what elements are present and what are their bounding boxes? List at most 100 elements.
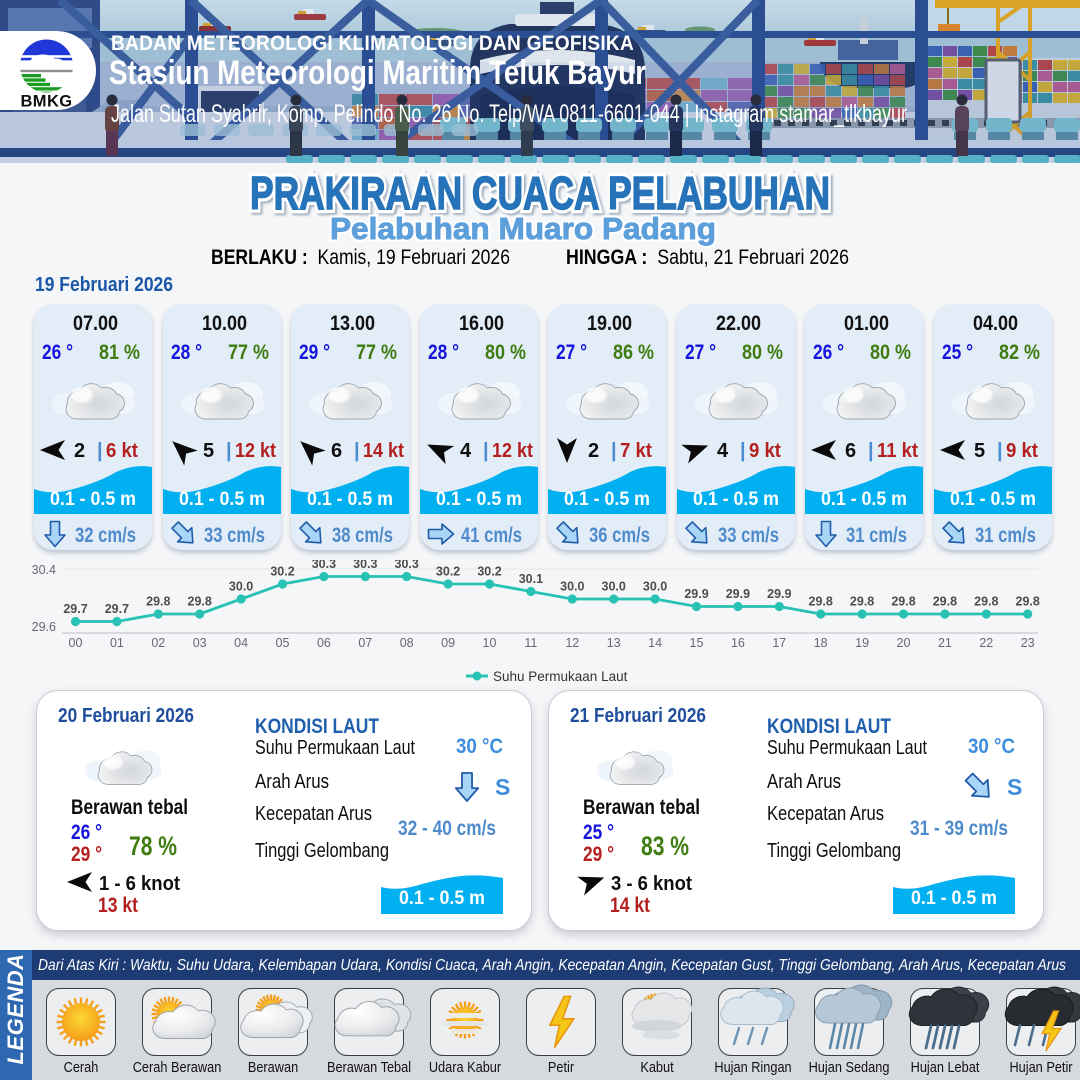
svg-text:Pelabuhan Muaro Padang: Pelabuhan Muaro Padang [330, 212, 716, 246]
svg-text:6 kt: 6 kt [106, 440, 138, 462]
svg-text:30.3: 30.3 [395, 560, 419, 571]
svg-text:29.9: 29.9 [767, 587, 791, 601]
svg-text:30.3: 30.3 [312, 560, 336, 571]
svg-text:|: | [354, 440, 360, 462]
svg-text:6: 6 [331, 440, 342, 462]
svg-text:30.0: 30.0 [560, 580, 584, 594]
svg-text:0.1 - 0.5 m: 0.1 - 0.5 m [436, 489, 522, 510]
svg-text:12: 12 [565, 636, 579, 650]
svg-text:16: 16 [731, 636, 745, 650]
svg-text:12 kt: 12 kt [492, 440, 533, 462]
svg-text:22: 22 [979, 636, 993, 650]
svg-text:0.1 - 0.5 m: 0.1 - 0.5 m [179, 489, 265, 510]
svg-text:4: 4 [717, 440, 729, 462]
svg-text:BMKG: BMKG [20, 93, 72, 111]
svg-text:07: 07 [358, 636, 372, 650]
svg-text:9 kt: 9 kt [749, 440, 781, 462]
svg-text:30.4: 30.4 [32, 563, 56, 577]
svg-text:18: 18 [814, 636, 828, 650]
svg-text:|: | [97, 440, 103, 462]
svg-text:PRAKIRAAN CUACA PELABUHAN: PRAKIRAAN CUACA PELABUHAN [250, 167, 830, 219]
svg-text:29.8: 29.8 [809, 595, 833, 609]
svg-text:0.1 - 0.5 m: 0.1 - 0.5 m [50, 489, 136, 510]
svg-text:15: 15 [690, 636, 704, 650]
svg-text:3 - 6 knot: 3 - 6 knot [611, 873, 692, 895]
svg-text:19: 19 [855, 636, 869, 650]
svg-text:4: 4 [460, 440, 472, 462]
svg-text:29.9: 29.9 [726, 587, 750, 601]
svg-text:23: 23 [1021, 636, 1035, 650]
svg-text:14 kt: 14 kt [363, 440, 404, 462]
svg-text:41 cm/s: 41 cm/s [461, 524, 522, 547]
svg-text:Suhu Permukaan Laut: Suhu Permukaan Laut [493, 669, 628, 684]
svg-text:03: 03 [193, 636, 207, 650]
svg-text:32 cm/s: 32 cm/s [75, 524, 136, 547]
svg-text:29.8: 29.8 [974, 595, 998, 609]
svg-text:29.9: 29.9 [684, 587, 708, 601]
svg-text:30.0: 30.0 [229, 580, 253, 594]
svg-text:0.1 - 0.5 m: 0.1 - 0.5 m [693, 489, 779, 510]
svg-text:30.0: 30.0 [643, 580, 667, 594]
svg-text:04: 04 [234, 636, 248, 650]
svg-text:5: 5 [203, 440, 214, 462]
svg-text:29.8: 29.8 [850, 595, 874, 609]
svg-text:06: 06 [317, 636, 331, 650]
svg-text:5: 5 [974, 440, 985, 462]
svg-text:PRAKIRAAN CUACA PELABUHAN: PRAKIRAAN CUACA PELABUHAN [250, 167, 830, 219]
svg-text:2: 2 [588, 440, 599, 462]
svg-text:21: 21 [938, 636, 952, 650]
svg-text:30.3: 30.3 [353, 560, 377, 571]
svg-text:6: 6 [845, 440, 856, 462]
svg-text:31 cm/s: 31 cm/s [975, 524, 1036, 547]
svg-text:29.8: 29.8 [891, 595, 915, 609]
svg-text:29.8: 29.8 [1016, 595, 1040, 609]
svg-text:|: | [868, 440, 874, 462]
svg-text:12 kt: 12 kt [235, 440, 276, 462]
svg-text:30.0: 30.0 [602, 580, 626, 594]
svg-text:0.1 - 0.5 m: 0.1 - 0.5 m [307, 489, 393, 510]
svg-text:|: | [611, 440, 617, 462]
svg-text:0.1 - 0.5 m: 0.1 - 0.5 m [564, 489, 650, 510]
svg-text:2: 2 [74, 440, 85, 462]
svg-text:|: | [997, 440, 1003, 462]
svg-text:05: 05 [276, 636, 290, 650]
svg-text:30.1: 30.1 [519, 572, 543, 586]
svg-text:30.2: 30.2 [270, 565, 294, 579]
svg-text:17: 17 [772, 636, 786, 650]
svg-text:|: | [226, 440, 232, 462]
svg-text:Pelabuhan Muaro Padang: Pelabuhan Muaro Padang [330, 212, 716, 246]
svg-text:29.7: 29.7 [63, 602, 87, 616]
svg-text:11: 11 [524, 636, 537, 650]
svg-text:31 cm/s: 31 cm/s [846, 524, 907, 547]
svg-text:13: 13 [607, 636, 621, 650]
svg-text:33 cm/s: 33 cm/s [204, 524, 265, 547]
svg-text:02: 02 [151, 636, 165, 650]
svg-text:00: 00 [69, 636, 83, 650]
svg-text:29.7: 29.7 [105, 602, 129, 616]
svg-text:|: | [483, 440, 489, 462]
svg-text:0.1 - 0.5 m: 0.1 - 0.5 m [911, 888, 997, 909]
svg-text:33 cm/s: 33 cm/s [718, 524, 779, 547]
svg-text:01: 01 [110, 636, 124, 650]
svg-text:38 cm/s: 38 cm/s [332, 524, 393, 547]
svg-text:10: 10 [483, 636, 497, 650]
svg-text:30.2: 30.2 [436, 565, 460, 579]
svg-text:09: 09 [441, 636, 455, 650]
svg-text:29.6: 29.6 [32, 620, 56, 634]
svg-text:7 kt: 7 kt [620, 440, 652, 462]
svg-text:36 cm/s: 36 cm/s [589, 524, 650, 547]
svg-text:0.1 - 0.5 m: 0.1 - 0.5 m [399, 888, 485, 909]
svg-text:11 kt: 11 kt [877, 440, 918, 462]
svg-text:0.1 - 0.5 m: 0.1 - 0.5 m [950, 489, 1036, 510]
svg-text:9 kt: 9 kt [1006, 440, 1038, 462]
svg-text:1 - 6 knot: 1 - 6 knot [99, 873, 180, 895]
svg-text:S: S [495, 774, 510, 800]
svg-text:0.1 - 0.5 m: 0.1 - 0.5 m [821, 489, 907, 510]
svg-text:14: 14 [648, 636, 662, 650]
svg-text:|: | [740, 440, 746, 462]
svg-text:S: S [1007, 774, 1022, 800]
svg-text:29.8: 29.8 [188, 595, 212, 609]
svg-text:30.2: 30.2 [477, 565, 501, 579]
svg-text:29.8: 29.8 [933, 595, 957, 609]
svg-text:20: 20 [897, 636, 911, 650]
